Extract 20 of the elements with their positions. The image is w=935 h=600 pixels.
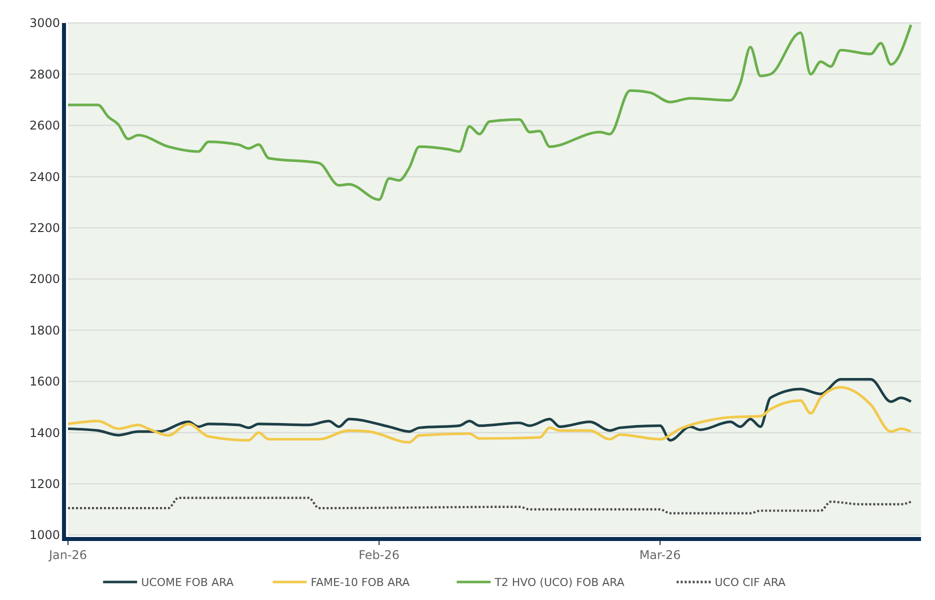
legend-label: UCOME FOB ARA — [141, 576, 234, 589]
y-tick-label: 1600 — [29, 374, 60, 389]
y-tick-label: 1800 — [29, 323, 60, 338]
y-tick-label: 2800 — [29, 67, 60, 82]
x-tick-label: Jan-26 — [48, 548, 88, 562]
legend-label: T2 HVO (UCO) FOB ARA — [494, 576, 625, 589]
legend-label: UCO CIF ARA — [714, 576, 786, 589]
x-tick-label: Mar-26 — [639, 548, 681, 562]
y-tick-label: 2000 — [29, 272, 60, 286]
y-tick-label: 1400 — [29, 426, 60, 440]
legend-label: FAME-10 FOB ARA — [310, 576, 410, 589]
line-series — [66, 496, 912, 514]
y-tick-label: 3000 — [29, 16, 60, 30]
line-series — [66, 23, 912, 201]
x-tick-label: Feb-26 — [358, 548, 400, 562]
y-tick-label: 2600 — [29, 118, 60, 133]
y-tick-label: 2200 — [29, 221, 60, 235]
y-tick-label: 1200 — [29, 477, 60, 491]
y-tick-label: 2400 — [29, 170, 60, 184]
y-tick-label: 1000 — [29, 528, 60, 542]
